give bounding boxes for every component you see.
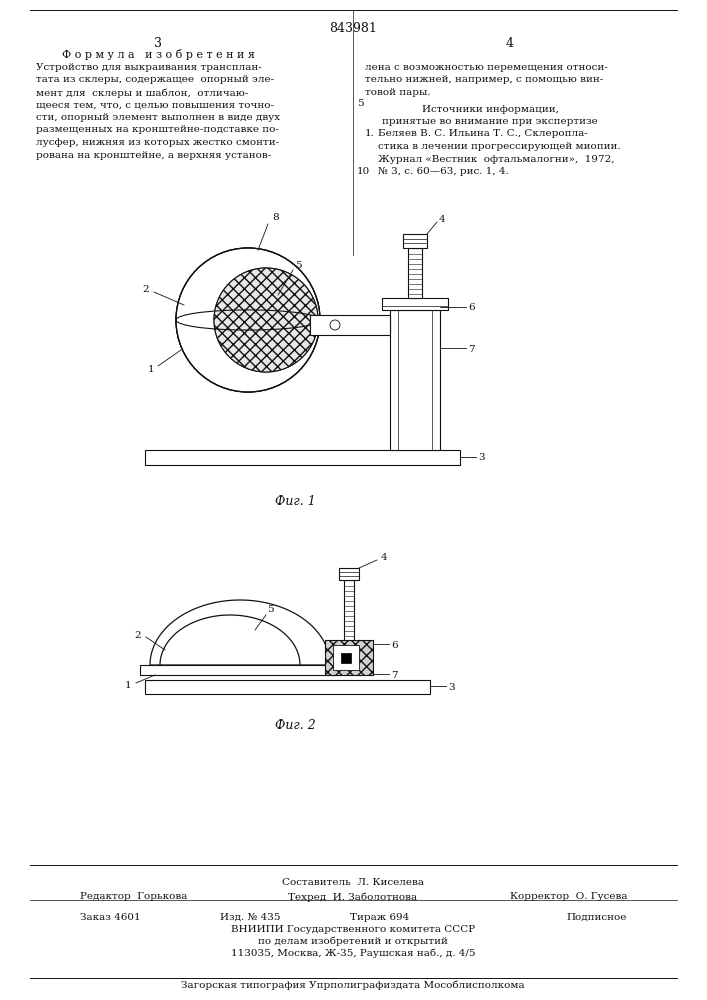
Bar (344, 580, 354, 640)
Text: Беляев В. С. Ильина Т. С., Склеропла-: Беляев В. С. Ильина Т. С., Склеропла- (378, 129, 588, 138)
Text: Изд. № 435: Изд. № 435 (220, 913, 280, 922)
Text: Источники информации,: Источники информации, (421, 104, 559, 113)
Text: рована на кронштейне, а верхняя установ-: рована на кронштейне, а верхняя установ- (36, 150, 271, 159)
Text: Техред  И. Заболотнова: Техред И. Заболотнова (288, 892, 418, 902)
Text: 5: 5 (295, 260, 301, 269)
Text: Составитель  Л. Киселева: Составитель Л. Киселева (282, 878, 424, 887)
Text: размещенных на кронштейне-подставке по-: размещенных на кронштейне-подставке по- (36, 125, 279, 134)
Bar (325, 640, 373, 675)
Text: 7: 7 (468, 346, 474, 355)
Bar (382, 298, 448, 310)
Text: лусфер, нижняя из которых жестко смонти-: лусфер, нижняя из которых жестко смонти- (36, 138, 279, 147)
Text: 3: 3 (154, 37, 162, 50)
Text: щееся тем, что, с целью повышения точно-: щееся тем, что, с целью повышения точно- (36, 101, 274, 109)
Text: 3: 3 (448, 682, 455, 692)
Bar (408, 248, 422, 298)
Bar (145, 680, 430, 694)
Bar (310, 315, 390, 335)
Bar (145, 450, 460, 465)
Ellipse shape (184, 324, 252, 376)
Text: мент для  склеры и шаблон,  отличаю-: мент для склеры и шаблон, отличаю- (36, 88, 248, 98)
Text: 113035, Москва, Ж-35, Раушская наб., д. 4/5: 113035, Москва, Ж-35, Раушская наб., д. … (230, 949, 475, 958)
Text: тельно нижней, например, с помощью вин-: тельно нижней, например, с помощью вин- (365, 76, 603, 85)
Ellipse shape (259, 322, 308, 358)
Text: ВНИИПИ Государственного комитета СССР: ВНИИПИ Государственного комитета СССР (231, 925, 475, 934)
Text: 8: 8 (273, 214, 279, 223)
Bar (140, 665, 340, 675)
Text: 1: 1 (124, 680, 132, 690)
Circle shape (214, 268, 318, 372)
Text: Подписное: Подписное (566, 913, 627, 922)
Text: по делам изобретений и открытий: по делам изобретений и открытий (258, 937, 448, 946)
Text: 7: 7 (391, 670, 397, 680)
Text: Ф о р м у л а   и з о б р е т е н и я: Ф о р м у л а и з о б р е т е н и я (62, 49, 255, 60)
Text: тата из склеры, содержащее  опорный эле-: тата из склеры, содержащее опорный эле- (36, 76, 274, 85)
Text: 5: 5 (267, 605, 274, 614)
Text: Тираж 694: Тираж 694 (351, 913, 409, 922)
Text: 4: 4 (380, 554, 387, 562)
Circle shape (330, 320, 340, 330)
Circle shape (176, 248, 320, 392)
Text: 2: 2 (135, 631, 141, 640)
Text: 1: 1 (148, 365, 154, 374)
Text: 2: 2 (143, 286, 149, 294)
Text: 10: 10 (357, 167, 370, 176)
Text: Журнал «Вестник  офтальмалогни»,  1972,: Журнал «Вестник офтальмалогни», 1972, (378, 154, 614, 163)
Text: Фиг. 1: Фиг. 1 (274, 495, 315, 508)
Text: сти, опорный элемент выполнен в виде двух: сти, опорный элемент выполнен в виде дву… (36, 113, 280, 122)
Bar (333, 645, 359, 670)
Text: Устройство для выкраивания трансплан-: Устройство для выкраивания трансплан- (36, 63, 262, 72)
Polygon shape (150, 600, 330, 665)
Text: № 3, с. 60—63, рис. 1, 4.: № 3, с. 60—63, рис. 1, 4. (378, 167, 509, 176)
Text: принятые во внимание при экспертизе: принятые во внимание при экспертизе (382, 117, 598, 126)
Text: 3: 3 (478, 454, 484, 462)
Bar (341, 653, 351, 663)
Text: Загорская типография Упрполиграфиздата Мособлисполкома: Загорская типография Упрполиграфиздата М… (181, 980, 525, 990)
Circle shape (176, 248, 320, 392)
Text: Заказ 4601: Заказ 4601 (80, 913, 141, 922)
Text: 4: 4 (506, 37, 514, 50)
Text: Фиг. 2: Фиг. 2 (274, 719, 315, 732)
Text: стика в лечении прогрессирующей миопии.: стика в лечении прогрессирующей миопии. (378, 142, 621, 151)
Bar (403, 234, 427, 248)
Text: 6: 6 (468, 304, 474, 312)
Text: Редактор  Горькова: Редактор Горькова (80, 892, 187, 901)
Polygon shape (160, 615, 300, 665)
Text: товой пары.: товой пары. (365, 88, 431, 97)
Bar (339, 568, 359, 580)
Text: 4: 4 (438, 215, 445, 224)
Bar (390, 310, 440, 450)
Text: 6: 6 (391, 641, 397, 650)
Circle shape (214, 268, 318, 372)
Text: 5: 5 (357, 99, 363, 107)
Text: Корректор  О. Гусева: Корректор О. Гусева (510, 892, 627, 901)
Text: 843981: 843981 (329, 22, 377, 35)
Text: 1.: 1. (365, 129, 375, 138)
Text: лена с возможностью перемещения относи-: лена с возможностью перемещения относи- (365, 63, 608, 72)
